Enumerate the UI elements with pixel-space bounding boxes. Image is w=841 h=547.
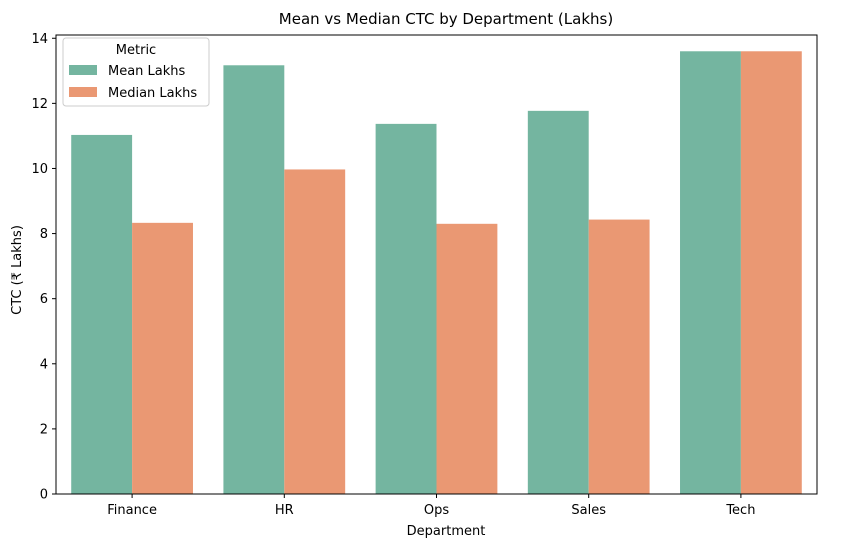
y-tick-label: 4 bbox=[40, 357, 48, 372]
y-tick-label: 6 bbox=[40, 292, 48, 307]
axes-layer: 0 2 4 6 8 10 12 14 Finance HR Ops Sales Tech bbox=[31, 32, 818, 518]
bar-median-lakhs-tech bbox=[740, 51, 802, 494]
legend-title: Metric bbox=[116, 43, 156, 58]
bar-mean-lakhs-hr bbox=[223, 65, 285, 494]
x-axis-label: Department bbox=[407, 524, 486, 539]
x-tick-label-tech: Tech bbox=[725, 503, 755, 518]
x-tick-label-sales: Sales bbox=[571, 503, 606, 518]
bar-mean-lakhs-finance bbox=[71, 134, 133, 494]
x-tick-label-finance: Finance bbox=[107, 503, 157, 518]
y-tick-label: 8 bbox=[40, 227, 48, 242]
x-tick-label-ops: Ops bbox=[424, 503, 449, 518]
bar-mean-lakhs-ops bbox=[375, 123, 437, 495]
y-axis-label: CTC (₹ Lakhs) bbox=[10, 225, 25, 315]
y-tick-label: 2 bbox=[40, 422, 48, 437]
y-tick-label: 0 bbox=[40, 488, 48, 503]
bar-mean-lakhs-tech bbox=[680, 51, 741, 494]
bar-mean-lakhs-sales bbox=[527, 110, 589, 494]
bar-median-lakhs-ops bbox=[436, 223, 498, 494]
legend: Metric Mean Lakhs Median Lakhs bbox=[62, 37, 210, 107]
legend-label-median: Median Lakhs bbox=[108, 86, 197, 101]
y-tick-label: 12 bbox=[31, 97, 48, 112]
legend-swatch-mean bbox=[69, 65, 97, 75]
y-tick-label: 10 bbox=[31, 162, 48, 177]
y-tick-label: 14 bbox=[31, 32, 48, 47]
bar-median-lakhs-finance bbox=[132, 222, 193, 494]
legend-swatch-median bbox=[69, 87, 97, 97]
chart-title: Mean vs Median CTC by Department (Lakhs) bbox=[279, 10, 613, 28]
legend-frame bbox=[62, 37, 210, 107]
bars-layer bbox=[71, 51, 802, 495]
bar-median-lakhs-sales bbox=[588, 219, 650, 494]
x-tick-label-hr: HR bbox=[275, 503, 294, 518]
legend-label-mean: Mean Lakhs bbox=[108, 64, 186, 79]
bar-median-lakhs-hr bbox=[284, 169, 346, 494]
